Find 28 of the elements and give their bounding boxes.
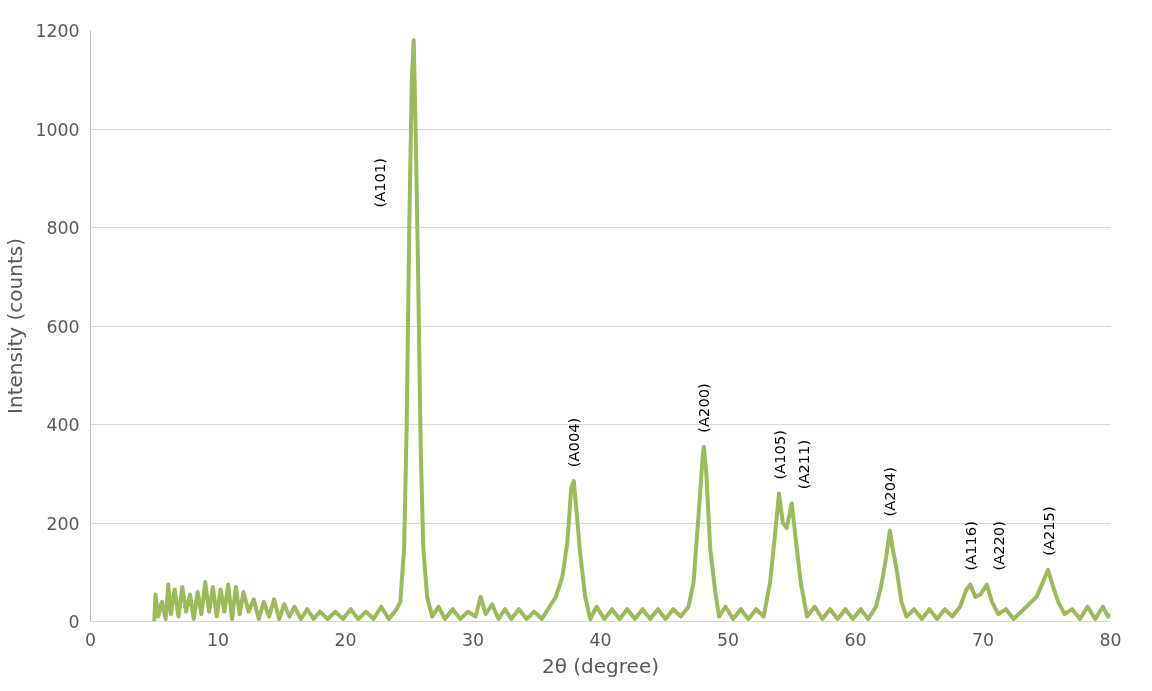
x-tick-label: 80 — [1099, 629, 1122, 650]
x-tick-label: 40 — [589, 629, 612, 650]
annotation: (A101) — [370, 158, 388, 208]
y-tick-label: 1000 — [35, 119, 80, 140]
x-tick-label: 60 — [844, 629, 867, 650]
y-tick-label: 600 — [46, 316, 80, 337]
annotation: (A204) — [881, 466, 899, 517]
annotation: (A220) — [990, 521, 1008, 571]
y-tick-label: 200 — [46, 513, 80, 534]
annotation: (A200) — [695, 383, 713, 433]
annotation: (A004) — [565, 417, 583, 468]
x-tick-label: 10 — [206, 629, 230, 650]
y-tick-label: 800 — [46, 218, 80, 238]
x-tick-label: 30 — [461, 629, 485, 650]
line-series — [152, 38, 1111, 622]
x-tick-label: 20 — [334, 629, 357, 650]
y-tick-label: 1200 — [35, 21, 80, 41]
x-axis-title: 2θ (degree) — [541, 653, 660, 678]
annotation: (A116) — [961, 521, 979, 571]
y-axis-title: Intensity (counts) — [3, 238, 28, 414]
x-tick-label: 70 — [971, 629, 995, 650]
x-tick-label: 50 — [716, 629, 740, 650]
annotation: (A211) — [795, 439, 813, 490]
y-tick-label: 400 — [46, 415, 80, 435]
x-tick-label: 0 — [84, 629, 97, 650]
annotation: (A215) — [1039, 506, 1057, 556]
y-tick-label: 0 — [68, 612, 80, 632]
annotation: (A105) — [770, 430, 788, 480]
